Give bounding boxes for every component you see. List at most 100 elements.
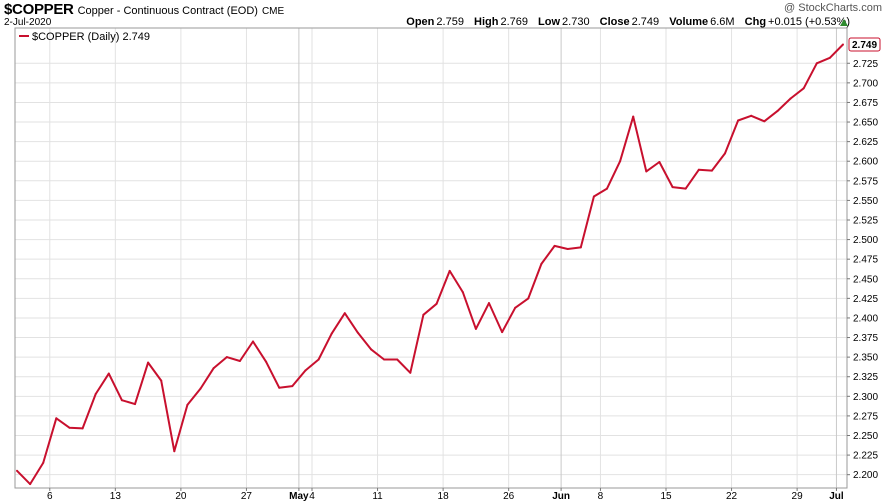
up-arrow-icon (840, 19, 848, 26)
data-point (697, 168, 700, 171)
symbol-label: $COPPER (4, 1, 74, 18)
y-tick-label: 2.250 (853, 431, 878, 442)
x-tick-label: 6 (47, 491, 53, 502)
x-tick-label: 26 (503, 491, 515, 502)
data-point (750, 114, 753, 117)
chg-label: Chg (744, 16, 767, 28)
data-point (42, 461, 45, 464)
y-tick-label: 2.550 (853, 196, 878, 207)
data-point (173, 450, 176, 453)
x-tick-label: 11 (372, 491, 383, 502)
y-tick-label: 2.575 (853, 176, 878, 187)
exchange-label: CME (261, 6, 285, 17)
volume-value: 6.6M (710, 16, 735, 28)
low-label: Low (538, 16, 561, 28)
data-point (238, 360, 241, 362)
y-tick-label: 2.675 (853, 98, 878, 109)
high-value: 2.769 (500, 16, 528, 28)
data-point (737, 119, 740, 122)
description-label: Copper - Continuous Contract (EOD) (77, 5, 258, 17)
data-point (553, 244, 556, 247)
y-tick-label: 2.700 (853, 78, 878, 89)
data-point (29, 483, 32, 486)
ohlc-summary: Open 2.759 High 2.769 Low 2.730 Close 2.749 … (406, 16, 850, 28)
high-label: High (474, 16, 499, 28)
y-tick-label: 2.425 (853, 294, 878, 305)
data-point (606, 187, 608, 190)
last-price-tag: 2.749 (848, 37, 881, 52)
data-point (776, 110, 779, 113)
y-tick-label: 2.325 (853, 372, 878, 383)
x-tick-label: 15 (660, 491, 672, 502)
y-tick-label: 2.200 (853, 470, 878, 481)
legend-label: $COPPER (Daily) 2.749 (32, 31, 150, 43)
data-point (501, 331, 504, 334)
data-point (448, 269, 451, 272)
data-point (658, 161, 661, 163)
y-tick-label: 2.450 (853, 274, 878, 285)
data-point (107, 372, 110, 375)
y-tick-label: 2.525 (853, 215, 878, 226)
data-point (566, 248, 569, 250)
volume-label: Volume (669, 16, 709, 28)
open-value: 2.759 (436, 16, 464, 28)
data-point (514, 306, 517, 309)
data-point (343, 312, 346, 315)
data-point (120, 399, 123, 402)
data-point (842, 43, 844, 46)
x-tick-label: 29 (792, 491, 804, 502)
data-point (645, 170, 648, 173)
open-label: Open (406, 16, 435, 28)
data-point (330, 332, 333, 335)
data-point (383, 358, 386, 361)
data-point (461, 291, 464, 294)
close-label: Close (599, 16, 630, 28)
date-label: 2-Jul-2020 (4, 17, 52, 28)
x-axis: 6 13 20 27 May 4 11 18 26 Jun 8 15 22 29 Jul (47, 488, 844, 502)
close-value: 2.749 (631, 16, 660, 28)
data-point (199, 387, 202, 390)
y-tick-label: 2.275 (853, 411, 878, 422)
data-point (134, 403, 136, 406)
last-price-box (848, 37, 881, 52)
y-tick-label: 2.225 (853, 451, 878, 462)
data-point (828, 56, 831, 59)
data-point (815, 62, 818, 65)
x-tick-label: May (289, 491, 309, 502)
data-point (212, 367, 215, 370)
data-point (632, 115, 635, 118)
data-point (317, 358, 320, 361)
y-tick-label: 2.725 (853, 59, 878, 70)
data-point (619, 160, 622, 163)
data-point (304, 369, 307, 372)
low-value: 2.730 (562, 16, 590, 28)
x-tick-label: 4 (309, 491, 315, 502)
data-point (592, 195, 595, 198)
data-point (710, 169, 713, 172)
data-point (252, 340, 254, 343)
data-point (409, 371, 412, 374)
brand-label[interactable]: @ StockCharts.com (784, 2, 882, 14)
y-tick-label: 2.400 (853, 313, 878, 324)
data-point (540, 262, 543, 265)
data-point (724, 152, 726, 155)
data-point (291, 385, 294, 388)
y-tick-label: 2.375 (853, 333, 878, 344)
x-tick-label: 20 (175, 491, 187, 502)
x-tick-label: 27 (241, 491, 253, 502)
data-point (802, 87, 805, 90)
data-point (186, 403, 189, 406)
data-point (160, 379, 163, 382)
data-point (94, 393, 97, 395)
x-tick-label: Jun (552, 491, 570, 502)
x-tick-label: 8 (598, 491, 604, 502)
data-point (396, 358, 399, 361)
chg-value: +0.015 (+0.53%) (768, 16, 850, 28)
data-point (265, 360, 268, 363)
data-point (763, 120, 766, 123)
y-axis: 2.200 2.225 2.250 2.275 2.300 2.325 2.350 2.375… (847, 59, 878, 481)
data-point (370, 348, 372, 351)
y-tick-label: 2.625 (853, 137, 878, 148)
last-price-value: 2.749 (852, 40, 877, 51)
